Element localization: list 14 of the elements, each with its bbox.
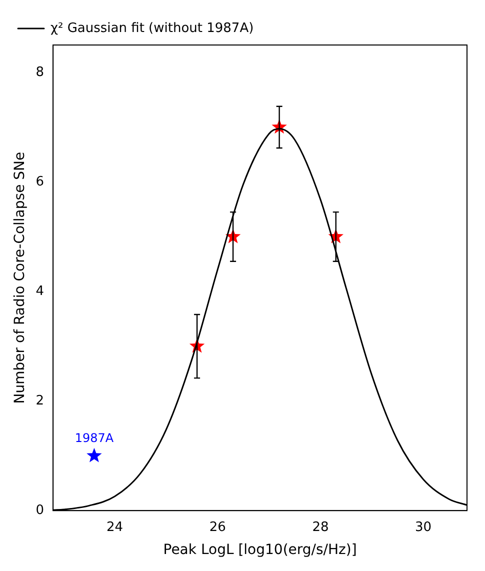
- x-tick-label: 30: [415, 520, 432, 535]
- y-tick-label: 8: [36, 64, 44, 80]
- y-tick-label: 6: [36, 174, 44, 190]
- x-tick-label: 24: [106, 520, 124, 535]
- y-axis-title: Number of Radio Core-Collapse SNe: [12, 152, 28, 404]
- y-tick-label: 2: [36, 393, 44, 408]
- x-axis-title: Peak LogL [log10(erg/s/Hz)]: [163, 542, 357, 558]
- point: [86, 448, 102, 462]
- x-tick-label: 28: [312, 520, 329, 535]
- annotation: 1987A: [74, 430, 114, 445]
- y-tick-label: 4: [36, 284, 44, 299]
- legend-label: χ² Gaussian fit (without 1987A): [50, 20, 254, 36]
- x-tick-label: 26: [209, 520, 226, 535]
- y-tick-label: 0: [36, 502, 44, 518]
